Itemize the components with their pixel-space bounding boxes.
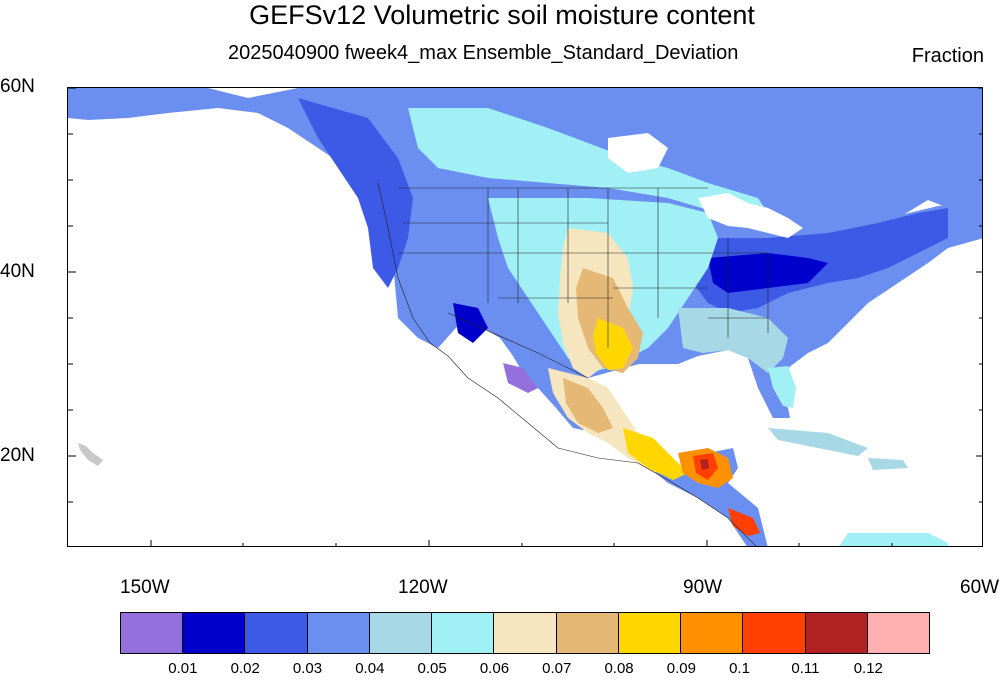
colorbar-tick-label: 0.04 [355, 660, 385, 677]
land-south-america [839, 533, 948, 546]
colorbar-tick-label: 0.03 [292, 660, 323, 677]
colorbar-swatch [805, 613, 868, 653]
colorbar-swatch [681, 613, 744, 653]
tick-marks [68, 88, 982, 546]
land-florida [768, 366, 796, 408]
colorbar-swatch [369, 613, 433, 653]
land-hawaii [78, 443, 103, 466]
lon-label-60w: 60W [960, 577, 1000, 598]
lon-label-90w: 90W [683, 577, 723, 598]
colorbar-swatch [618, 613, 682, 653]
region-yellow-mexico [623, 428, 688, 480]
region-brown-mexico [563, 378, 613, 433]
colorbar-swatch [183, 613, 246, 653]
colorbar-swatch [245, 613, 308, 653]
colorbar-tick-label: 0.08 [604, 660, 634, 677]
colorbar-tick-label: 0.07 [542, 660, 572, 677]
colorbar-tick-label: 0.11 [791, 660, 820, 677]
colorbar-tick-label: 0.01 [168, 660, 198, 677]
colorbar-tick-label: 0.1 [729, 660, 750, 677]
lat-label-20n: 20N [0, 445, 35, 466]
region-cyan-north [408, 108, 768, 213]
units-label: Fraction [911, 45, 984, 67]
coastline [377, 182, 757, 546]
colorbar-tick-label: 0.09 [666, 660, 696, 677]
lat-label-40n: 40N [0, 261, 35, 282]
political-boundaries [398, 187, 769, 379]
colorbar-swatch [121, 613, 184, 653]
colorbar-swatch [743, 613, 806, 653]
colorbar-swatch [432, 613, 495, 653]
water-hudson-bay [608, 133, 668, 173]
region-cyan-southeast [678, 308, 788, 373]
soil-moisture-map [68, 88, 982, 546]
colorbar-tick-label: 0.02 [230, 660, 260, 677]
land-caribbean-cuba [768, 428, 868, 456]
map-title: GEFSv12 Volumetric soil moisture content [249, 0, 755, 30]
lat-label-60n: 60N [0, 76, 35, 97]
water-great-lakes [698, 193, 803, 238]
map-panel [67, 87, 983, 547]
colorbar-tick-label: 0.06 [479, 660, 510, 677]
colorbar-swatch [556, 613, 619, 653]
colorbar-tick-label: 0.05 [417, 660, 447, 677]
colorbar-swatch [494, 613, 557, 653]
lon-label-120w: 120W [398, 577, 448, 598]
region-purple-baja [503, 363, 538, 393]
land-greenland-edge [888, 128, 982, 183]
land-caribbean-hispaniola [868, 458, 908, 470]
region-red-centralamerica [728, 508, 760, 536]
colorbar-swatch [307, 613, 370, 653]
colorbar-tick-label: 0.12 [853, 660, 883, 677]
region-dark-blue-northwest [298, 98, 413, 288]
region-darkred-yucatan [700, 459, 709, 470]
colorbar-swatch [867, 613, 930, 653]
colorbar [120, 612, 930, 654]
region-yellow-texas [593, 318, 633, 370]
map-subtitle: 2025040900 fweek4_max Ensemble_Standard_… [228, 42, 739, 64]
lon-label-150w: 150W [120, 577, 170, 598]
